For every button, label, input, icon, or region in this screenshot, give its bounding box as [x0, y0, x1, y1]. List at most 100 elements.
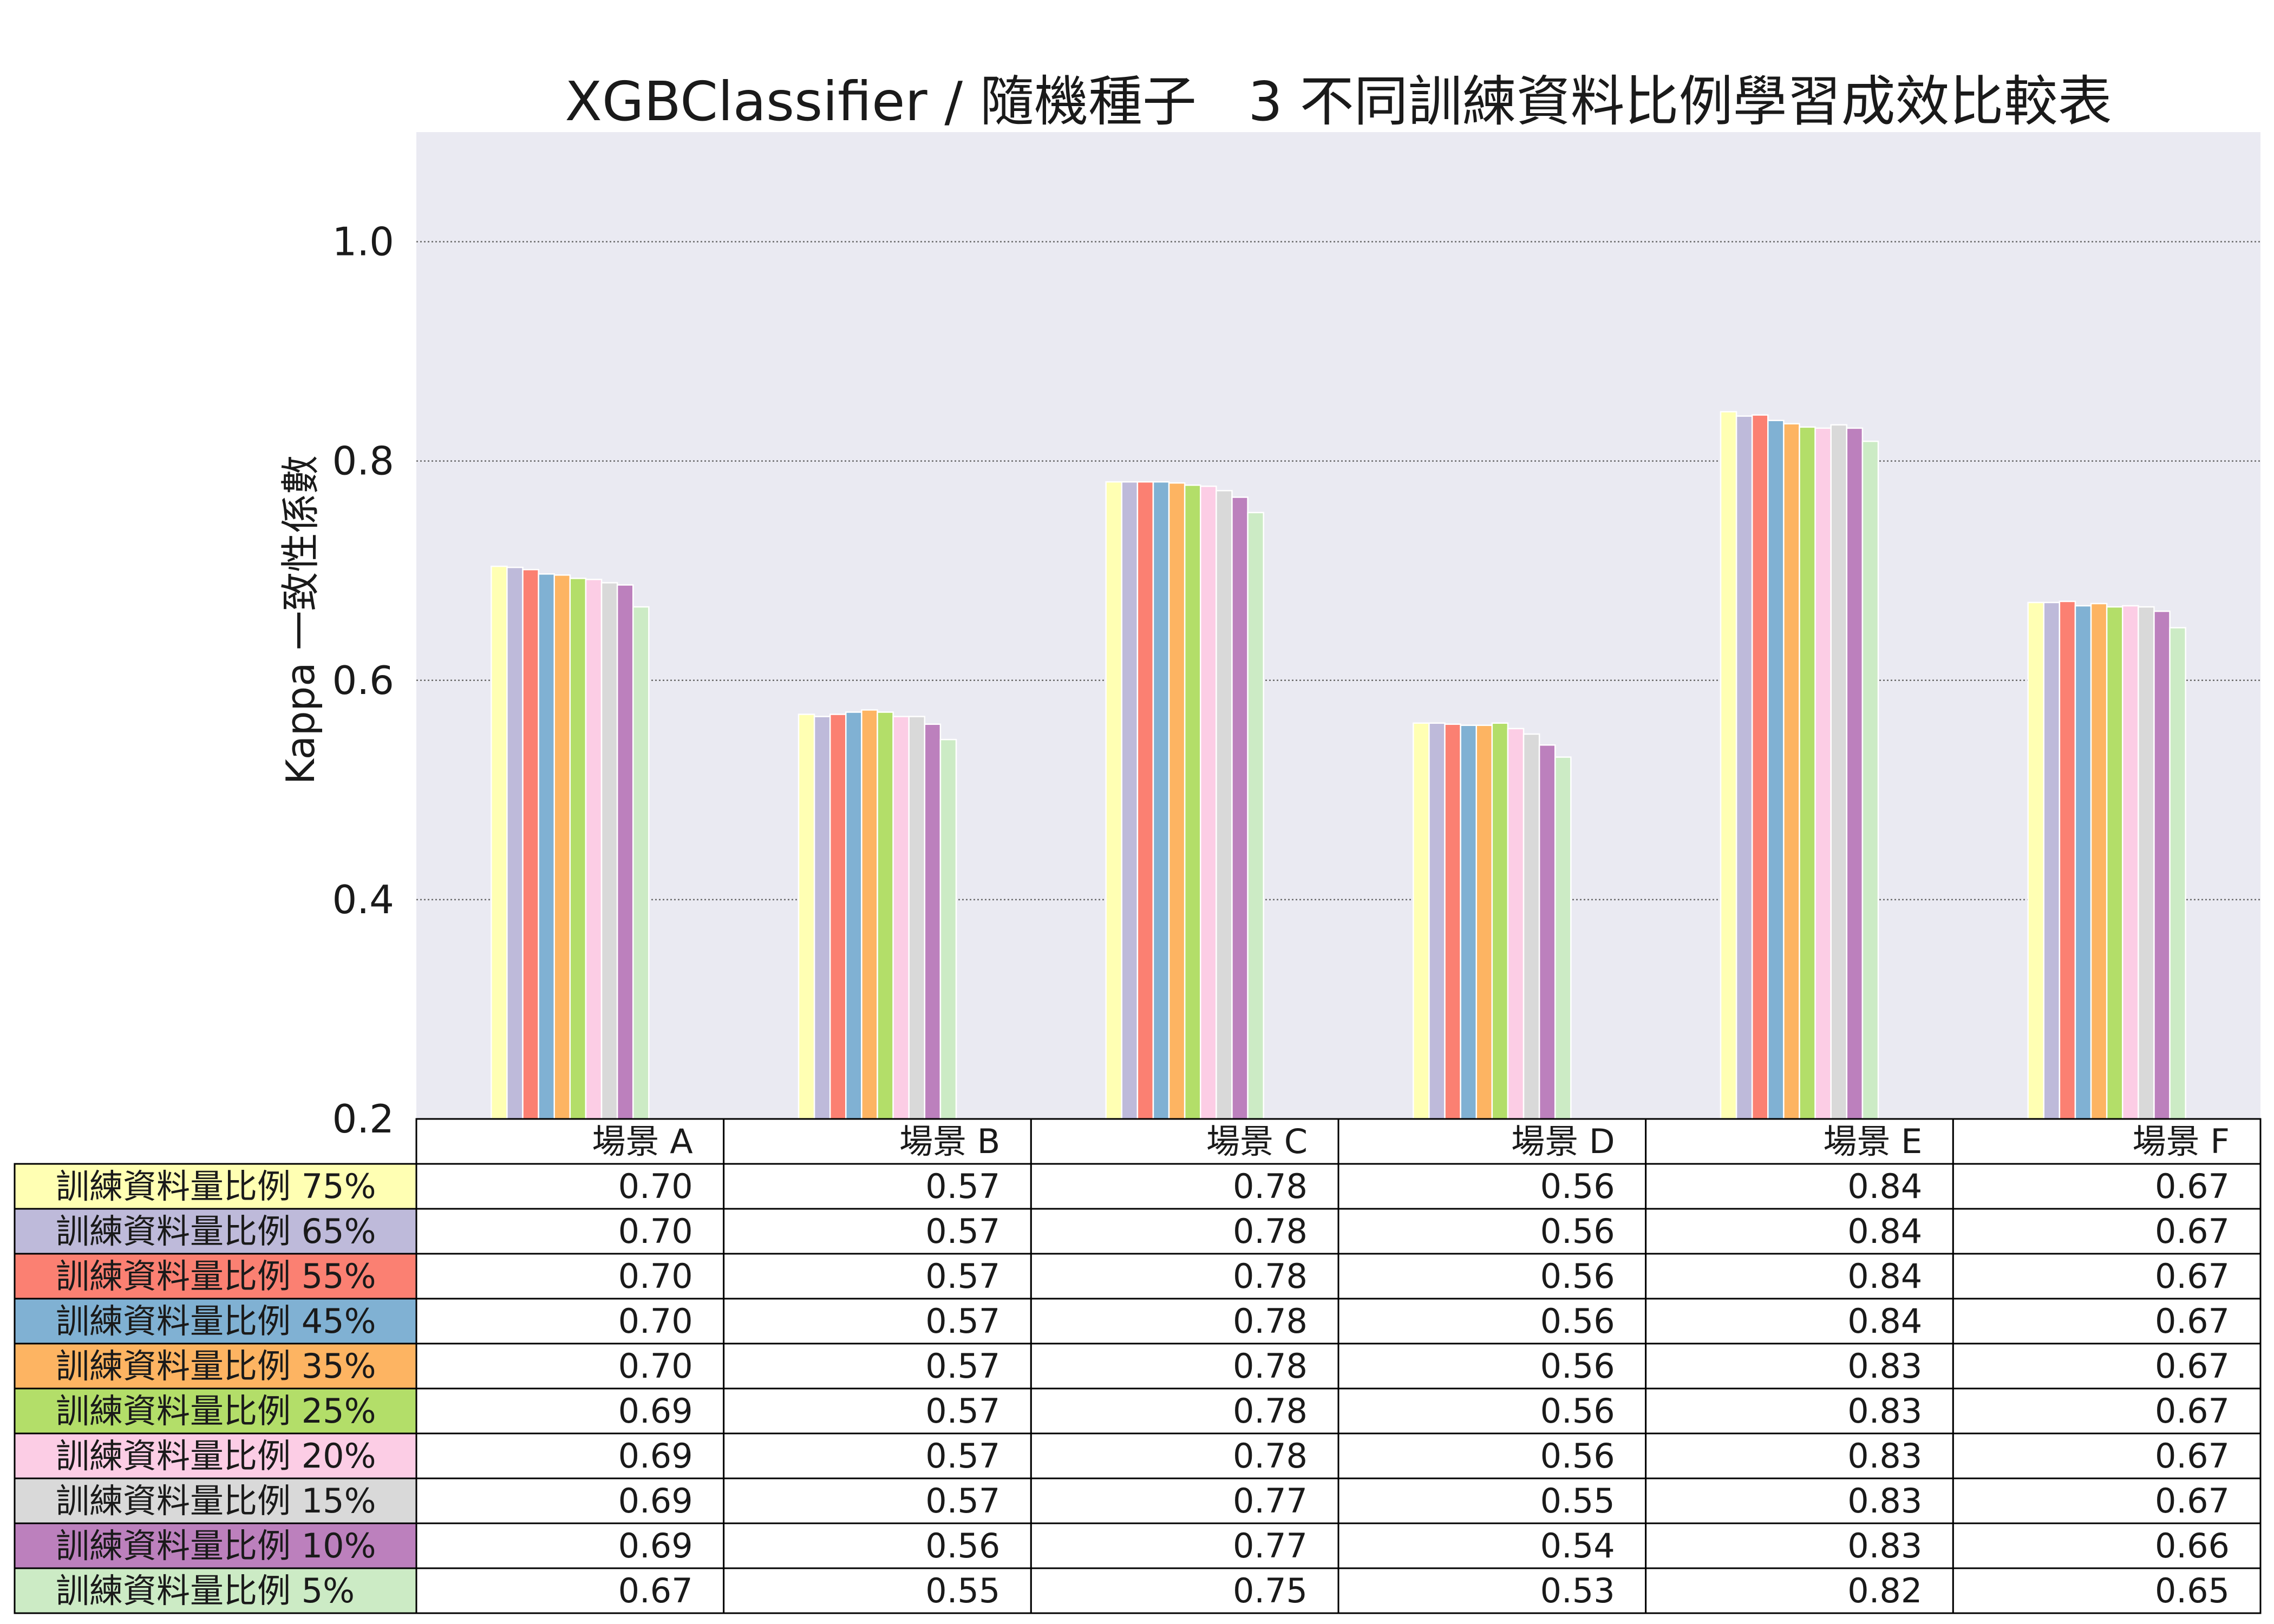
bar [1720, 411, 1737, 1120]
table-cell: 0.83 [1847, 1391, 1922, 1431]
table-cell: 0.69 [618, 1481, 693, 1521]
table-cell: 0.84 [1847, 1212, 1922, 1251]
bar [1799, 426, 1816, 1120]
table-cell-box [1337, 1208, 1647, 1255]
table-cell-box [415, 1253, 725, 1300]
table-cell: 0.54 [1540, 1526, 1615, 1566]
table-cell: 0.70 [618, 1301, 693, 1341]
table-cell-box [415, 1208, 725, 1255]
table-cell-box [415, 1522, 725, 1569]
table-cell: 0.56 [1540, 1256, 1615, 1296]
bar [924, 723, 942, 1120]
table-cell: 0.67 [2155, 1346, 2230, 1386]
y-tick-label: 1.0 [332, 219, 394, 265]
table-cell: 0.70 [618, 1346, 693, 1386]
table-cell: 0.57 [925, 1436, 1000, 1476]
table-cell: 0.57 [925, 1256, 1000, 1296]
table-cell: 0.78 [1233, 1301, 1308, 1341]
table-cell: 0.55 [1540, 1481, 1615, 1521]
table-cell: 0.65 [2155, 1571, 2230, 1610]
table-row-label-cell [14, 1343, 417, 1390]
table-column-header-cell [1645, 1118, 1954, 1165]
table-cell-box [1952, 1567, 2262, 1614]
bar [1200, 486, 1217, 1120]
table-column-header-cell [1952, 1118, 2262, 1165]
table-cell: 0.56 [1540, 1436, 1615, 1476]
bar [908, 716, 926, 1120]
table-cell: 0.70 [618, 1212, 693, 1251]
table-cell-box [1645, 1163, 1954, 1210]
bar [813, 716, 831, 1120]
bar [2106, 606, 2123, 1120]
table-cell: 0.83 [1847, 1346, 1922, 1386]
table-cell: 0.69 [618, 1391, 693, 1431]
table-column-header: 場景 F [2133, 1122, 2230, 1161]
table-column-header: 場景 E [1823, 1122, 1922, 1161]
table-column-header: 場景 B [899, 1122, 1000, 1161]
table-cell-box [1337, 1253, 1647, 1300]
table-cell: 0.84 [1847, 1301, 1922, 1341]
gridlines [416, 241, 2260, 901]
table-cell: 0.57 [925, 1212, 1000, 1251]
table-cell: 0.67 [2155, 1481, 2230, 1521]
table-cell: 0.83 [1847, 1526, 1922, 1566]
table-cell: 0.57 [925, 1481, 1000, 1521]
table-cell-box [1030, 1343, 1339, 1390]
table-cell: 0.69 [618, 1436, 693, 1476]
table-cell-box [1030, 1253, 1339, 1300]
table-cell: 0.82 [1847, 1571, 1922, 1610]
table-cell: 0.56 [1540, 1346, 1615, 1386]
bar [1247, 512, 1264, 1120]
table-cell: 0.56 [1540, 1212, 1615, 1251]
bar [1184, 484, 1201, 1120]
table-column-header: 場景 A [592, 1122, 693, 1161]
table-cell-box [1337, 1432, 1647, 1479]
bar [616, 584, 634, 1120]
table-cell: 0.84 [1847, 1256, 1922, 1296]
bar [1444, 723, 1461, 1120]
bar [939, 738, 957, 1120]
table-column-header-cell [1030, 1118, 1339, 1165]
table-cell: 0.57 [925, 1346, 1000, 1386]
table-cell-box [1952, 1522, 2262, 1569]
table-cell: 0.67 [2155, 1167, 2230, 1206]
table-cell: 0.75 [1233, 1571, 1308, 1610]
table-cell: 0.56 [925, 1526, 1000, 1566]
table-cell-box [723, 1343, 1032, 1390]
table-cell-box [1030, 1477, 1339, 1524]
bar [1830, 424, 1848, 1120]
table-cell-box [1645, 1208, 1954, 1255]
bar [1522, 733, 1540, 1120]
table-cell-box [1952, 1343, 2262, 1390]
table-row-label: 訓練資料量比例 25% [56, 1391, 376, 1431]
table-cell: 0.67 [2155, 1301, 2230, 1341]
table-cell: 0.69 [618, 1526, 693, 1566]
table-cell-box [1337, 1522, 1647, 1569]
bar [506, 566, 524, 1120]
y-tick-label: 0.2 [332, 1096, 394, 1142]
table-cell: 0.67 [2155, 1391, 2230, 1431]
table-cell: 0.57 [925, 1167, 1000, 1206]
bar [1105, 481, 1123, 1120]
table-cell: 0.70 [618, 1256, 693, 1296]
table-row-label: 訓練資料量比例 65% [56, 1212, 376, 1251]
plot-area [416, 132, 2260, 1119]
table-cell: 0.55 [925, 1571, 1000, 1610]
table-row-label: 訓練資料量比例 75% [56, 1167, 376, 1206]
table-cell: 0.78 [1233, 1256, 1308, 1296]
table-cell: 0.66 [2155, 1526, 2230, 1566]
bar [861, 709, 878, 1120]
table-cell: 0.56 [1540, 1167, 1615, 1206]
bar [538, 573, 555, 1120]
bar [1814, 427, 1832, 1120]
y-tick-label: 0.4 [332, 877, 394, 922]
table-cell: 0.77 [1233, 1481, 1308, 1521]
table-cell-box [1337, 1163, 1647, 1210]
bar [877, 711, 894, 1120]
bars [491, 411, 2186, 1120]
table-cell: 0.67 [2155, 1256, 2230, 1296]
table-cell-box [1337, 1567, 1647, 1614]
table-cell-box [1030, 1163, 1339, 1210]
bar [845, 711, 862, 1120]
